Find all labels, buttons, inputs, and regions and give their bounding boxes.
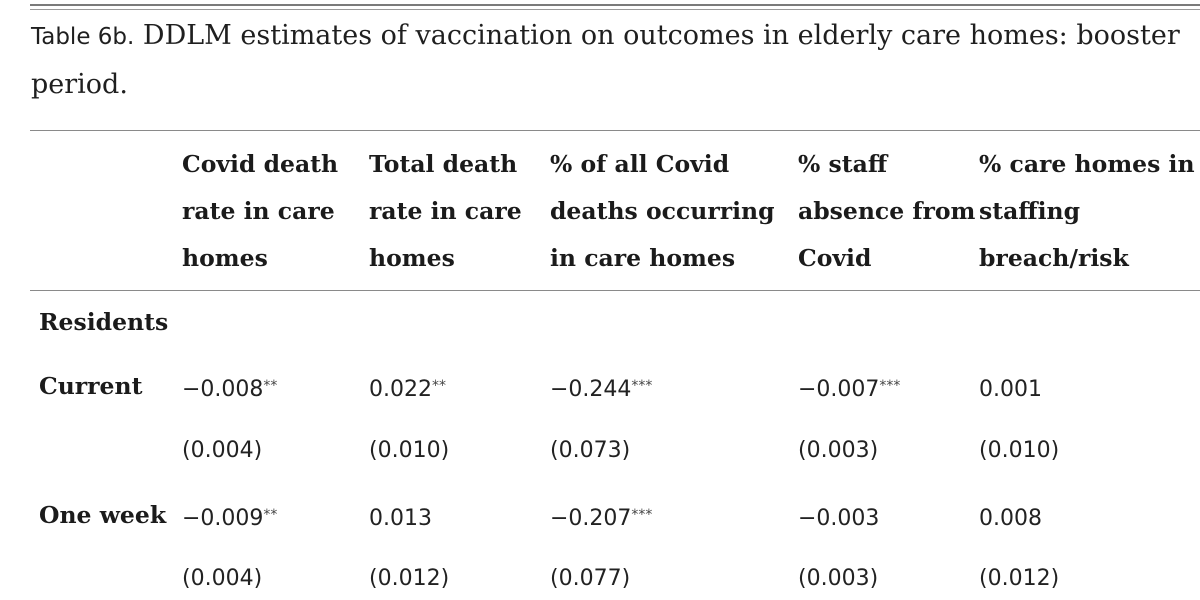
table-title: DDLM estimates of vaccination on outcome…	[31, 20, 1180, 100]
column-header-covid-death-rate: Covid death rate in care homes	[182, 150, 339, 272]
estimate-current-col2: 0.022**	[369, 377, 446, 402]
table-top-rule	[30, 4, 1200, 6]
estimate-one-week-col4: −0.003	[798, 506, 880, 531]
se-current-col4: (0.003)	[798, 438, 879, 463]
row-label-current: Current	[39, 372, 143, 400]
se-current-col3: (0.073)	[550, 438, 631, 463]
se-one-week-col2: (0.012)	[369, 566, 450, 591]
row-label-one-week: One week	[39, 501, 167, 529]
header-bottom-rule	[30, 290, 1200, 291]
estimate-one-week-col2: 0.013	[369, 506, 432, 531]
estimate-current-col3: −0.244***	[550, 377, 653, 402]
header-top-rule	[30, 130, 1200, 131]
se-one-week-col5: (0.012)	[979, 566, 1060, 591]
se-one-week-col3: (0.077)	[550, 566, 631, 591]
se-current-col1: (0.004)	[182, 438, 263, 463]
estimate-current-col5: 0.001	[979, 377, 1042, 402]
se-current-col5: (0.010)	[979, 438, 1060, 463]
column-header-pct-covid-deaths: % of all Covid deaths occurring in care …	[550, 150, 775, 272]
column-header-staffing-breach: % care homes in staffing breach/risk	[979, 150, 1195, 272]
se-one-week-col4: (0.003)	[798, 566, 879, 591]
se-one-week-col1: (0.004)	[182, 566, 263, 591]
estimate-current-col4: −0.007***	[798, 377, 901, 402]
table-label: Table 6b.	[31, 24, 135, 50]
estimate-current-col1: −0.008**	[182, 377, 278, 402]
estimate-one-week-col3: −0.207***	[550, 506, 653, 531]
estimate-one-week-col5: 0.008	[979, 506, 1042, 531]
estimate-one-week-col1: −0.009**	[182, 506, 278, 531]
table-caption: Table 6b. DDLM estimates of vaccination …	[31, 12, 1181, 109]
table-top-rule-secondary	[30, 9, 1200, 10]
column-header-total-death-rate: Total death rate in care homes	[369, 150, 522, 272]
section-label-residents: Residents	[39, 308, 169, 336]
column-header-staff-absence: % staff absence from Covid	[798, 150, 976, 272]
se-current-col2: (0.010)	[369, 438, 450, 463]
